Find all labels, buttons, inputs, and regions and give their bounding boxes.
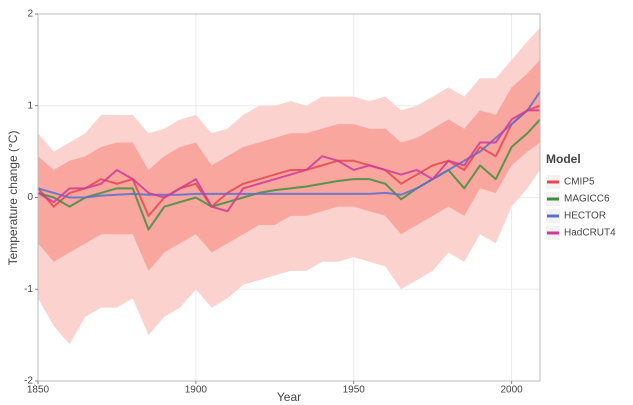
series-line <box>37 118 541 231</box>
x-tick-label: 1950 <box>343 385 366 396</box>
y-tick-label: 2 <box>27 9 33 20</box>
y-tick-label: -1 <box>24 284 33 295</box>
y-tick-label: 0 <box>27 192 33 203</box>
range-band <box>38 59 540 271</box>
series-line <box>37 104 541 217</box>
x-axis-label: Year <box>277 390 301 404</box>
legend-label: HECTOR <box>564 211 606 222</box>
x-tick-label: 1850 <box>27 385 50 396</box>
x-tick-label: 1900 <box>185 385 208 396</box>
series-line <box>37 109 540 213</box>
y-tick-label: 1 <box>27 100 33 111</box>
legend-title: Model <box>546 152 581 166</box>
legend-label: HadCRUT4 <box>564 228 616 239</box>
legend-label: MAGICC6 <box>564 194 610 205</box>
x-tick-label: 2000 <box>500 385 523 396</box>
y-axis-label: Temperature change (°C) <box>6 131 20 266</box>
legend-label: CMIP5 <box>564 177 595 188</box>
plot-layer <box>37 13 541 382</box>
y-tick-label: -2 <box>24 376 33 387</box>
